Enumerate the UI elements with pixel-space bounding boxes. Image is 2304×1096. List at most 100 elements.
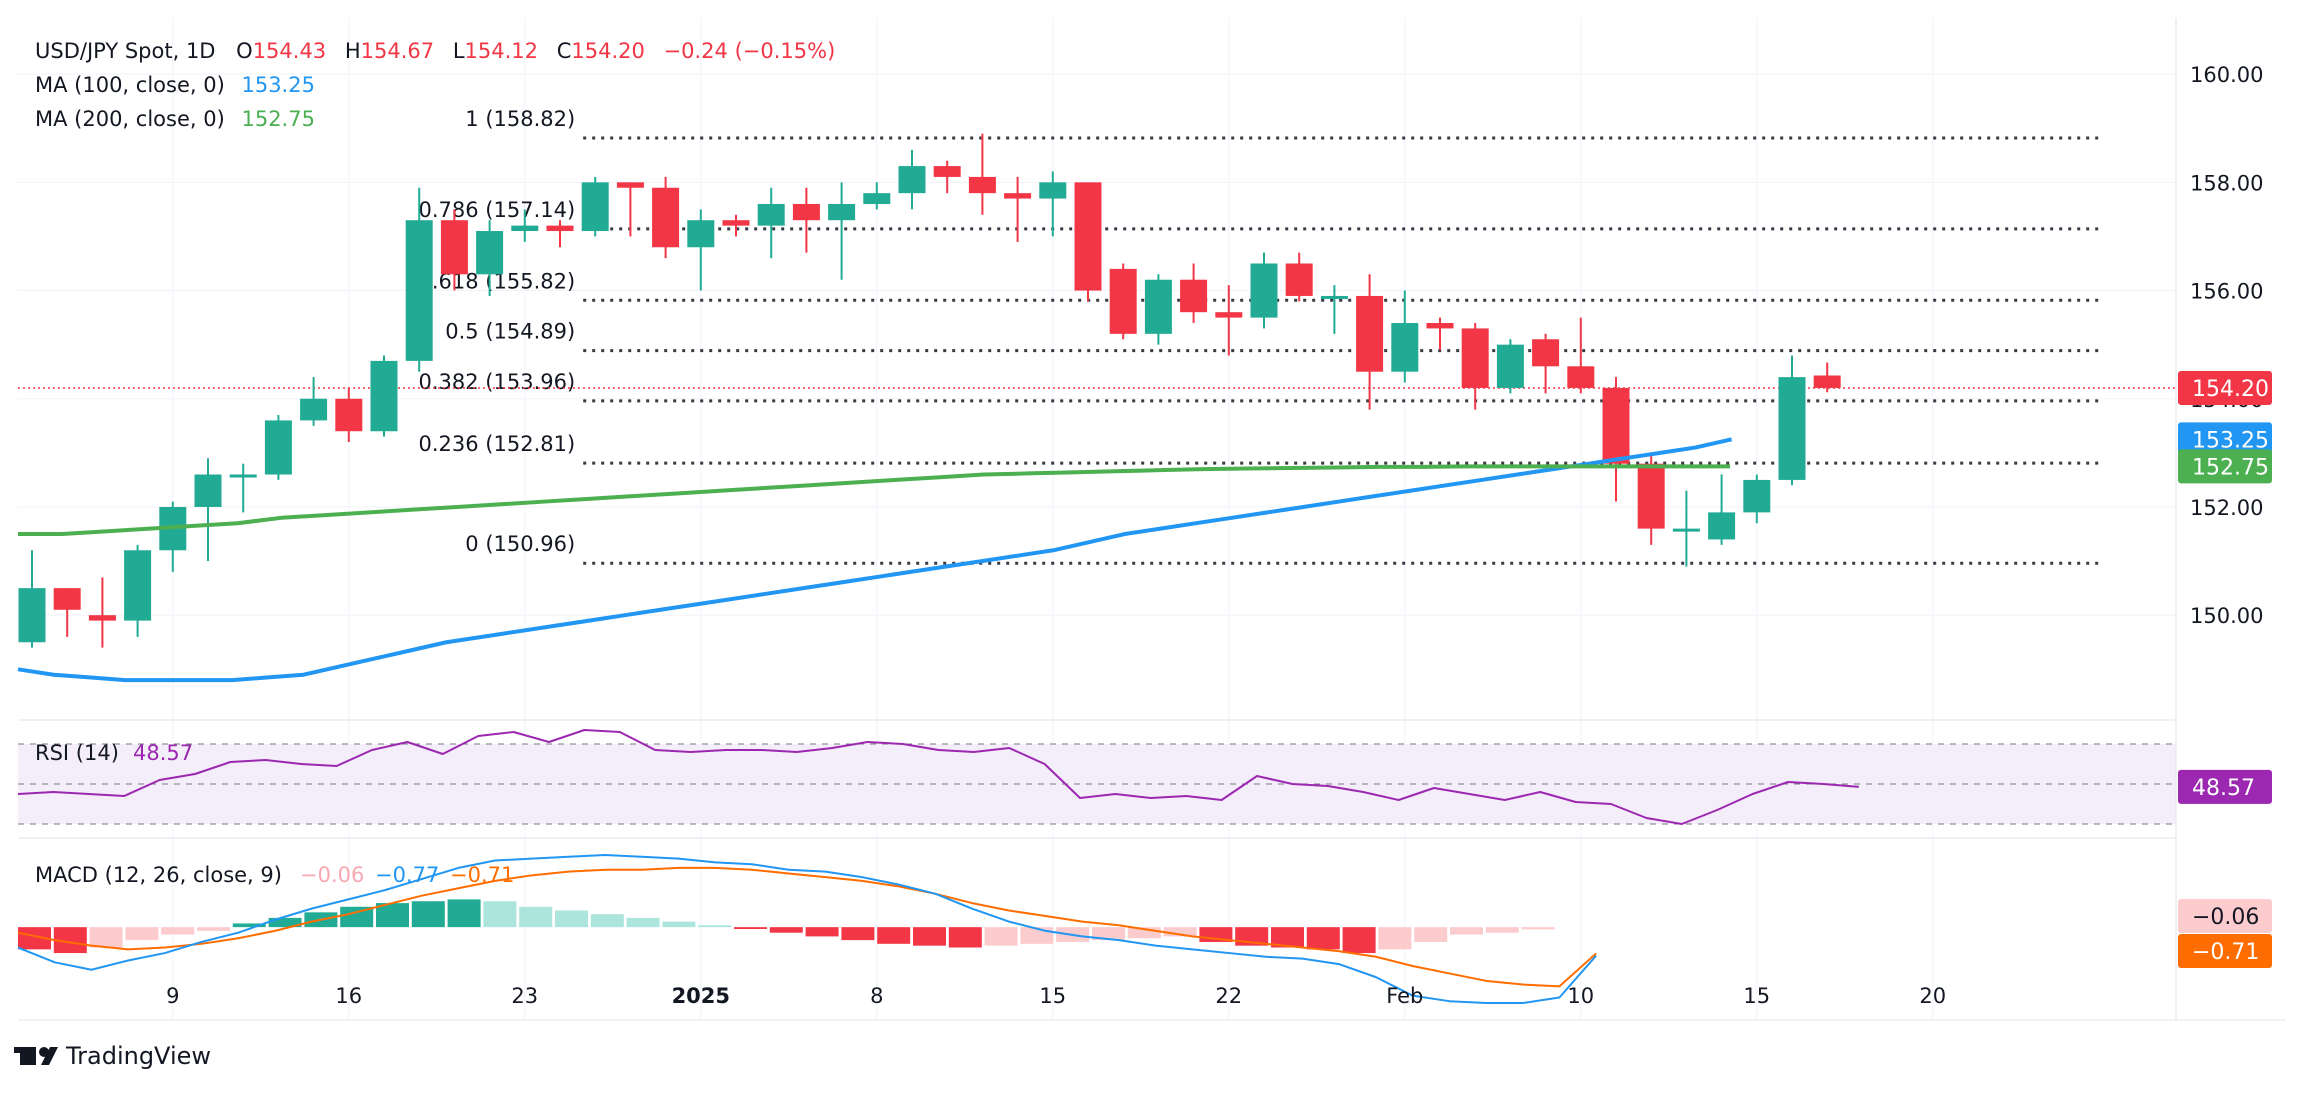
price-axis[interactable]: 150.00152.00154.00156.00158.00160.00154.… [2178,63,2272,628]
macd-panel: MACD (12, 26, close, 9) −0.06 −0.77 −0.71 −0… [17,853,2272,1005]
current-price-badge-bg [2178,370,2272,405]
ma100-value: 153.25 [241,73,314,97]
macd-hist-bar [161,927,195,935]
ma200-badge: 152.75 [2192,455,2269,480]
time-tick-label: 15 [1743,984,1770,1008]
open-value: 154.43 [253,39,326,63]
change-value: −0.24 (−0.15%) [664,39,836,63]
fib-level-label: 0.786 (157.14) [419,198,576,222]
candle-body [53,588,81,610]
logo-mark-top [14,1047,36,1053]
macd-value: −0.77 [375,863,439,887]
symbol-label: USD/JPY Spot, 1D [35,39,215,63]
rsi-panel: RSI (14) 48.57 48.57 [17,729,2272,825]
macd-label: MACD (12, 26, close, 9) [35,863,282,887]
header-legend: USD/JPY Spot, 1D O154.43 H154.67 L154.12… [35,39,835,131]
macd-hist-bar [232,923,266,928]
candle-body [1426,323,1454,329]
candle-body [1250,263,1278,318]
ma100-badge: 153.25 [2192,428,2269,453]
candle-body [1778,377,1806,480]
candle-body [863,193,891,204]
candle-body [1637,463,1665,529]
candle-body [652,187,680,248]
macd-hist-bar [1271,927,1304,948]
candle-body [264,420,292,475]
candle-body [88,615,116,621]
candle-body [440,220,468,275]
candle-body [1285,263,1313,296]
rsi-label: RSI (14) [35,741,119,765]
macd-hist-bar [913,927,946,946]
macd-hist-bar [590,914,624,928]
candle-body [616,182,644,188]
candle-body [581,182,609,232]
price-tick-label: 160.00 [2190,63,2263,87]
macd-hist-value: −0.06 [300,863,364,887]
candle-body [1144,279,1172,334]
candlesticks [18,133,1841,648]
candle-body [370,360,398,432]
candle-body [792,203,820,221]
tradingview-logo[interactable]: TradingView [14,1042,211,1070]
macd-hist-bar [805,927,839,937]
candle-body [1320,295,1348,299]
ma200-legend: MA (200, close, 0) 152.75 [35,107,315,131]
macd-hist-bar [483,901,517,928]
close-value: 154.20 [571,39,644,63]
macd-signal-badge: −0.71 [2192,940,2259,965]
macd-signal-badge-bg [2178,934,2272,968]
candle-body [898,166,926,194]
macd-hist-bar [89,927,123,948]
candle-body [1743,479,1771,513]
macd-hist-bar [376,903,409,928]
macd-hist-bar [1450,927,1483,935]
candle-body [1391,323,1419,372]
current-price-badge: 154.20 [2192,377,2269,402]
candle-body [1602,387,1630,464]
candle-body [300,398,328,421]
macd-hist-bar [1521,927,1555,930]
macd-hist-bar [447,899,481,928]
time-tick-label: 2025 [672,984,730,1008]
candle-body [1215,312,1243,318]
time-tick-label: 9 [166,984,179,1008]
rsi-value: 48.57 [133,741,193,765]
candle-body [405,220,433,361]
candle-body [1532,339,1560,367]
fib-level-label: 0.5 (154.89) [445,320,575,344]
ma200-badge-bg [2178,449,2272,484]
macd-hist-bar [340,906,374,928]
macd-hist-bar [984,927,1018,946]
time-tick-label: 22 [1215,984,1242,1008]
candle-body [968,176,996,194]
candle-body [828,203,856,221]
candle-body [1708,512,1736,540]
moving-averages [17,437,1733,683]
time-axis[interactable]: 9 16 23 2025 8 15 22 Feb 10 15 20 [166,984,1946,1008]
macd-hist-badge-bg [2178,899,2272,933]
ohlc-legend: USD/JPY Spot, 1D O154.43 H154.67 L154.12… [35,39,835,63]
candle-body [722,220,750,226]
macd-hist-bar [1378,927,1412,950]
fib-level-label: 0 (150.96) [465,532,575,556]
candle-body [18,588,46,643]
macd-hist-bar [877,927,911,944]
macd-hist-badge: −0.06 [2192,905,2259,930]
candle-body [1004,193,1032,199]
fib-level-label: 0.236 (152.81) [419,432,576,456]
macd-hist-bar [1342,927,1376,954]
macd-hist-bar [626,917,660,928]
candle-body [476,231,504,275]
macd-signal-value: −0.71 [450,863,514,887]
fib-level-label: 1 (158.82) [465,107,575,131]
ma100-badge-bg [2178,422,2272,457]
macd-hist-bar [1092,927,1125,941]
ma100-legend: MA (100, close, 0) 153.25 [35,73,315,97]
candle-body [124,550,152,621]
candle-body [229,474,257,478]
macd-hist-bar [268,917,302,928]
low-value: 154.12 [465,39,538,63]
price-tick-label: 158.00 [2190,171,2263,195]
